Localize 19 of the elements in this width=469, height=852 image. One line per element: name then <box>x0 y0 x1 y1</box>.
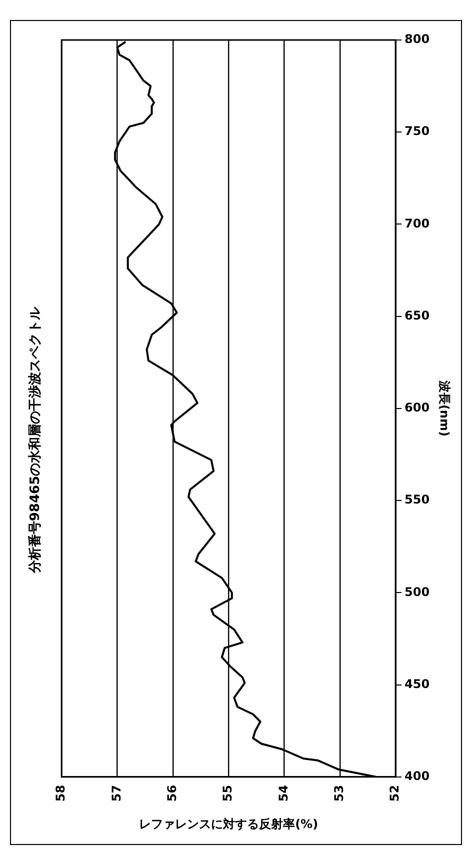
y-tick-label: 600 <box>404 400 430 415</box>
x-tick-label: 55 <box>220 784 235 802</box>
x-tick-label: 53 <box>332 784 346 802</box>
y-tick-label: 400 <box>404 769 430 784</box>
x-tick-label: 54 <box>276 784 290 802</box>
x-tick-label: 56 <box>165 784 180 802</box>
y-tick-label: 450 <box>404 676 430 691</box>
y-tick-label: 700 <box>404 216 430 230</box>
x-tick-label: 52 <box>388 784 402 802</box>
y-tick-label: 800 <box>404 32 430 46</box>
y-tick-label: 750 <box>404 124 430 138</box>
x-tick-label: 58 <box>54 784 68 802</box>
y-tick-label: 500 <box>404 584 430 599</box>
x-tick-label: 57 <box>109 784 124 802</box>
text: 分析番号98465の水和層の干渉波スペクトル <box>27 306 44 574</box>
y-tick-label: 550 <box>404 492 430 507</box>
x-axis-title: レファレンスに対する反射率(%) <box>139 816 318 831</box>
y-tick-label: 650 <box>404 308 430 322</box>
y-axis-title: 波長(nm) <box>438 379 452 436</box>
